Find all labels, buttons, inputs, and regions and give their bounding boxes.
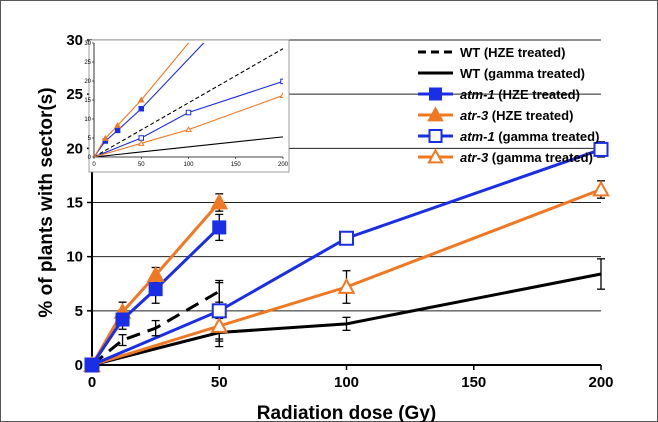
y-tick-label: 30 <box>66 32 83 49</box>
y-axis-title: % of plants with sector(s) <box>36 87 57 317</box>
series-line <box>90 201 221 366</box>
inset-y-tick-label: 30 <box>84 41 91 47</box>
series-line <box>91 188 602 367</box>
inset-x-tick-label: 100 <box>183 162 194 168</box>
data-point <box>337 277 356 294</box>
inset-y-tick-label: 15 <box>84 98 91 104</box>
inset-data-point <box>114 127 121 134</box>
data-point <box>210 316 229 333</box>
x-tick-label: 150 <box>461 374 486 391</box>
inset-data-point <box>138 105 144 112</box>
legend-label: atr-3 (HZE treated) <box>460 108 573 123</box>
inset-data-point <box>114 121 121 128</box>
inset-y-tick-label: 25 <box>84 60 91 66</box>
inset-y-tick-label: 0 <box>88 155 92 161</box>
inset-data-point <box>137 96 145 103</box>
data-point <box>210 193 229 210</box>
inset-series-line <box>94 48 283 157</box>
legend-label-italic: atm-1 <box>460 129 495 144</box>
data-point <box>212 220 227 235</box>
inset-x-tick-label: 200 <box>278 162 289 168</box>
inset-x-tick-label: 0 <box>92 162 96 168</box>
legend-label-text: WT (gamma treated) <box>460 66 585 81</box>
inset-series-line <box>94 80 283 157</box>
inset-chart: 0 5 10 15 20 25 30 0 50 100 150 200 <box>84 39 290 173</box>
x-tick-label: 0 <box>88 374 96 391</box>
legend-label-italic: atm-1 <box>460 87 495 102</box>
inset-series-group <box>94 43 283 157</box>
x-tick-label: 50 <box>211 374 228 391</box>
legend-label-text: WT (HZE treated) <box>460 45 565 60</box>
y-tick-label: 5 <box>75 303 83 320</box>
legend-marker <box>429 87 442 101</box>
series-line <box>90 226 221 366</box>
legend-label-text: (HZE treated) <box>488 108 573 123</box>
legend-label: WT (gamma treated) <box>460 66 585 81</box>
inset-data-point <box>137 139 145 146</box>
inset-y-tick-label: 10 <box>84 117 91 123</box>
data-point <box>339 230 354 246</box>
inset-y-tick-label: 20 <box>84 79 91 85</box>
x-tick-label: 200 <box>588 374 613 391</box>
legend-label: atm-1 (HZE treated) <box>460 87 580 102</box>
inset-data-point <box>279 91 283 98</box>
inset-x-tick-label: 50 <box>138 162 145 168</box>
y-tick-label: 15 <box>66 195 83 212</box>
inset-series-line <box>94 136 283 157</box>
inset-series-line <box>94 94 283 157</box>
inset-data-point <box>185 126 192 133</box>
data-point <box>85 358 99 372</box>
data-point <box>592 180 610 197</box>
legend-marker <box>427 106 444 122</box>
legend-label: atr-3 (gamma treated) <box>460 150 593 165</box>
legend-label: WT (HZE treated) <box>460 45 565 60</box>
x-axis-title: Radiation dose (Gy) <box>257 403 436 422</box>
data-point <box>593 141 609 157</box>
series-line <box>91 290 221 367</box>
legend-label-italic: atr-3 <box>460 108 489 123</box>
inset-data-point <box>138 135 144 141</box>
inset-x-tick-label: 150 <box>231 162 242 168</box>
inset-data-point <box>102 134 109 141</box>
legend-label-italic: atr-3 <box>460 150 489 165</box>
data-point <box>148 282 163 297</box>
x-tick-label: 100 <box>334 374 359 391</box>
inset-y-tick-label: 5 <box>88 136 92 142</box>
y-tick-label: 25 <box>66 86 83 103</box>
inset-data-point <box>185 109 192 116</box>
data-point <box>115 312 130 327</box>
inset-data-point <box>280 78 283 85</box>
inset-background <box>88 39 290 173</box>
legend-label-text: (HZE treated) <box>495 87 580 102</box>
series-line <box>91 148 602 367</box>
data-point <box>211 303 227 319</box>
legend-label-text: (gamma treated) <box>488 150 593 165</box>
legend-marker <box>428 129 443 143</box>
y-tick-label: 20 <box>66 140 83 157</box>
data-point <box>146 265 165 282</box>
legend-label: atm-1 (gamma treated) <box>460 129 599 144</box>
legend-marker <box>427 148 444 164</box>
y-tick-label: 10 <box>66 249 83 266</box>
y-tick-label: 0 <box>75 357 83 374</box>
legend-label-text: (gamma treated) <box>495 129 600 144</box>
series-line <box>91 272 602 367</box>
